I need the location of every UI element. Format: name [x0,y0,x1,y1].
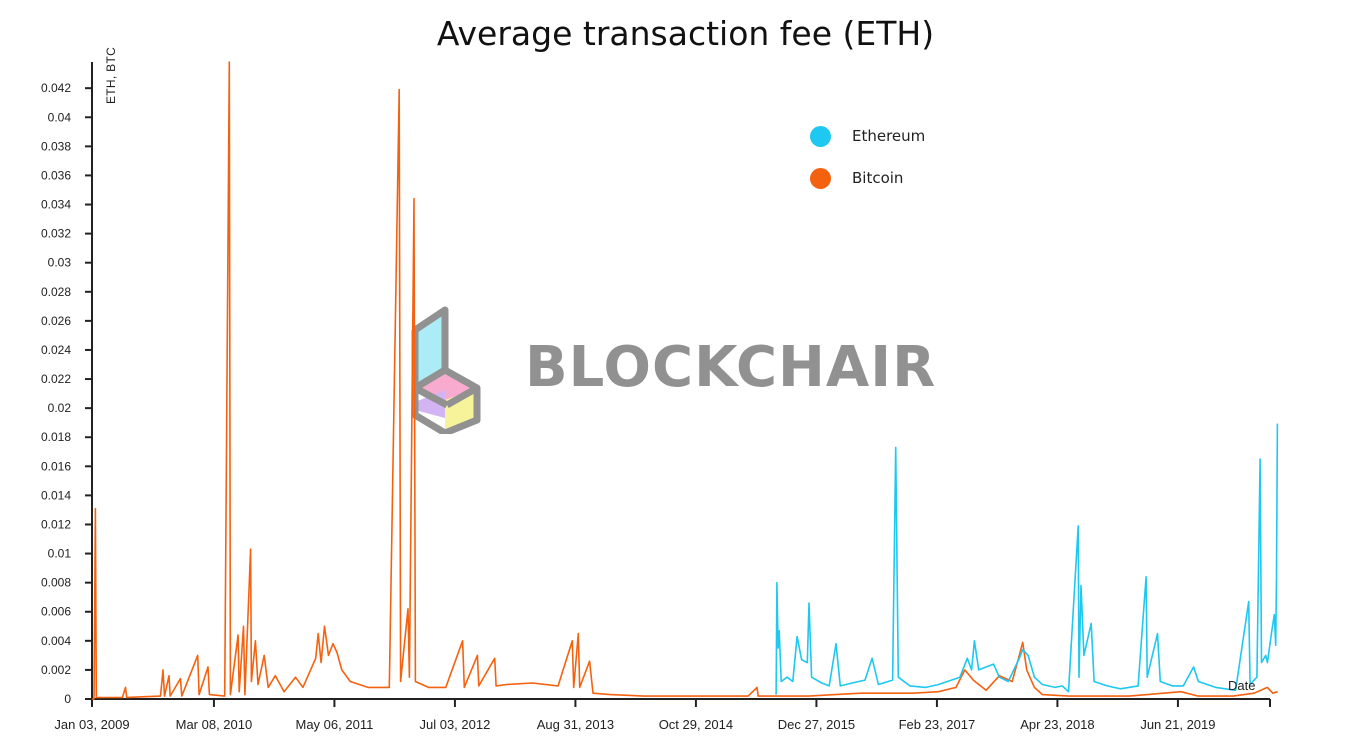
x-tick-label: Jan 03, 2009 [54,717,129,732]
y-tick-label: 0.032 [41,227,71,241]
x-tick-label: Mar 08, 2010 [176,717,253,732]
blockchair-logo-icon [411,306,481,434]
y-tick-label: 0.04 [48,110,72,124]
y-tick-label: 0.036 [41,168,71,182]
y-tick-label: 0.012 [41,517,71,531]
y-tick-label: 0.042 [41,81,71,95]
y-tick-label: 0.014 [41,488,71,502]
x-tick-label: Jun 21, 2019 [1140,717,1215,732]
chart-title: Average transaction fee (ETH) [436,14,935,53]
y-axis: 0 0.002 0.004 0.006 0.008 0.01 0.012 0.014 0.016… [41,62,93,706]
x-tick-label: Feb 23, 2017 [899,717,976,732]
x-axis: Jan 03, 2009 Mar 08, 2010 May 06, 2011 Jul … [54,698,1271,732]
y-tick-label: 0.004 [41,634,71,648]
x-tick-label: May 06, 2011 [296,717,374,732]
ethereum-legend-dot [810,125,831,147]
x-axis-title: Date [1228,678,1256,693]
y-tick-label: 0.002 [41,663,71,677]
series-layer [92,61,1279,700]
bitcoin-legend-dot [810,167,831,189]
y-tick-label: 0.024 [41,343,71,357]
y-tick-label: 0.022 [41,372,71,386]
legend-label-bitcoin: Bitcoin [852,169,904,187]
y-tick-label: 0.018 [41,430,71,444]
y-axis-title: ETH, BTC [104,46,118,104]
y-tick-label: 0.006 [41,605,71,619]
legend-item-bitcoin[interactable]: Bitcoin [810,157,925,199]
y-tick-label: 0.03 [48,256,72,270]
series-line-ethereum [775,423,1279,695]
x-tick-label: Oct 29, 2014 [659,717,733,732]
y-tick-label: 0.026 [41,314,71,328]
y-tick-label: 0.01 [48,547,72,561]
series-line-bitcoin [92,61,1278,700]
y-tick-label: 0.016 [41,459,71,473]
y-tick-label: 0.038 [41,139,71,153]
y-tick-label: 0.028 [41,285,71,299]
y-tick-label: 0 [64,692,71,706]
blockchair-watermark: BLOCKCHAIR [405,300,936,434]
y-tick-label: 0.008 [41,576,71,590]
legend: Ethereum Bitcoin [810,115,925,199]
x-tick-label: Apr 23, 2018 [1020,717,1094,732]
watermark-text: BLOCKCHAIR [525,334,937,400]
y-tick-label: 0.02 [48,401,72,415]
x-tick-label: Jul 03, 2012 [419,717,490,732]
legend-label-ethereum: Ethereum [852,127,926,145]
y-tick-label: 0.034 [41,198,71,212]
legend-item-ethereum[interactable]: Ethereum [810,115,925,157]
x-tick-label: Dec 27, 2015 [778,717,855,732]
x-tick-label: Aug 31, 2013 [537,717,614,732]
